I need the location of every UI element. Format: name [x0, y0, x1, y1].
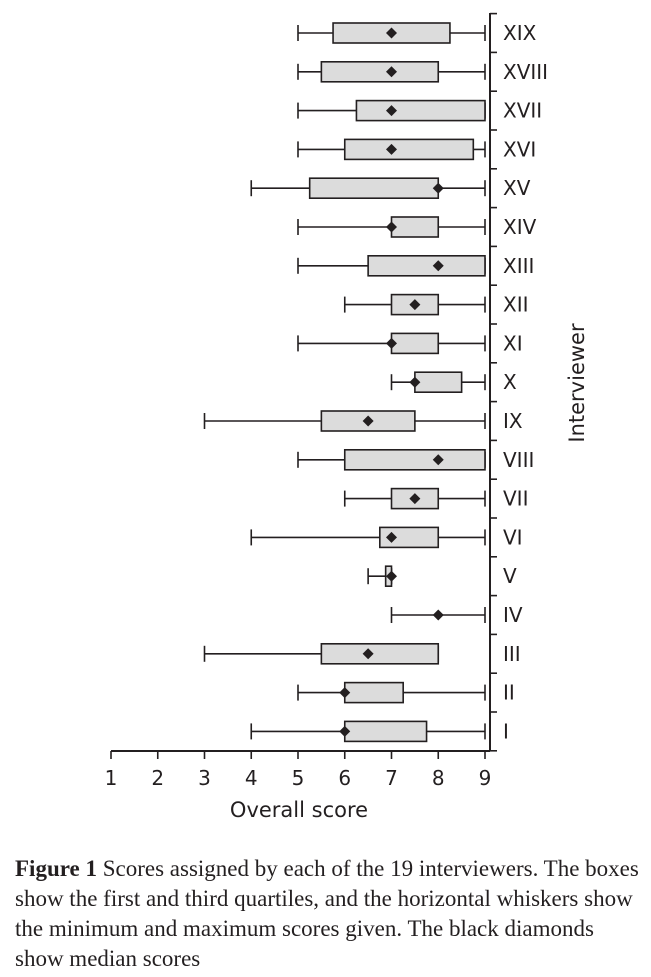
median-diamond [409, 376, 421, 388]
median-diamond [362, 648, 374, 660]
box-group-xix [297, 22, 486, 44]
x-axis-title: Overall score [230, 798, 368, 822]
x-tick-label: 5 [292, 766, 305, 790]
box-group-xii [343, 293, 486, 316]
median-diamond [432, 609, 444, 621]
box-group-i [250, 720, 486, 743]
y-tick-label: XVII [503, 99, 542, 123]
box-group-xiii [297, 255, 486, 277]
median-diamond [386, 66, 397, 78]
quartile-box [320, 60, 440, 83]
quartile-box [308, 177, 440, 199]
median-diamond [432, 260, 444, 272]
box-group-ii [297, 681, 486, 704]
box-group-vii [343, 487, 486, 510]
y-axis-title: Interviewer [565, 323, 589, 443]
median-diamond [339, 687, 351, 699]
figure-label: Figure 1 [15, 856, 97, 881]
median-diamond [386, 105, 397, 117]
box-group-xvii [297, 99, 486, 122]
box-group-iv [390, 607, 486, 623]
median-diamond [386, 531, 397, 543]
box-group-viii [297, 448, 486, 471]
y-tick-label: XII [503, 293, 529, 317]
y-tick-label: VIII [503, 448, 534, 472]
quartile-box [414, 371, 463, 394]
y-tick-label: VII [503, 487, 528, 511]
y-tick-label: XIV [503, 215, 537, 239]
y-tick-label: XV [503, 176, 531, 200]
x-tick-label: 3 [198, 766, 211, 790]
median-diamond [386, 221, 397, 233]
quartile-box [343, 681, 404, 704]
box-group-xv [250, 177, 486, 199]
y-tick-label: XI [503, 331, 523, 355]
median-diamond [386, 143, 397, 155]
y-tick-label: XVI [503, 137, 536, 161]
y-tick-label: XIX [503, 21, 537, 45]
y-tick-label: V [503, 564, 517, 588]
median-diamond [339, 725, 351, 737]
y-tick-label: III [503, 642, 521, 666]
median-diamond [409, 493, 421, 505]
box-group-vi [250, 526, 486, 549]
median-diamond [362, 415, 374, 427]
box-group-xviii [297, 60, 486, 83]
median-diamond [432, 182, 444, 194]
y-tick-label: II [503, 681, 515, 705]
y-tick-label: IX [503, 409, 523, 433]
median-diamond [386, 27, 397, 39]
x-tick-label: 6 [338, 766, 351, 790]
median-diamond [386, 337, 397, 349]
y-tick-label: XVIII [503, 60, 548, 84]
quartile-box [390, 216, 440, 238]
quartile-box [355, 99, 486, 122]
y-tick-label: I [503, 719, 509, 743]
quartile-box [343, 448, 486, 471]
quartile-box [343, 138, 475, 161]
median-diamond [432, 454, 444, 466]
median-diamond [409, 299, 421, 311]
quartile-box [390, 332, 440, 355]
box-group-xiv [297, 216, 486, 238]
box-group-xi [297, 332, 486, 355]
x-tick-label: 4 [245, 766, 258, 790]
x-tick-label: 8 [432, 766, 445, 790]
x-axis-ticks: 1 2 3 4 5 6 7 8 9 [105, 751, 492, 790]
plot-area [203, 22, 486, 743]
box-group-x [390, 371, 486, 394]
quartile-box [379, 526, 440, 549]
x-tick-label: 1 [105, 766, 118, 790]
figure-caption: Figure 1 Scores assigned by each of the … [15, 854, 645, 974]
box-group-xvi [297, 138, 486, 161]
box-group-v [367, 565, 397, 588]
quartile-box [320, 642, 440, 665]
x-tick-label: 2 [151, 766, 164, 790]
y-tick-label: X [503, 370, 517, 394]
y-tick-label: VI [503, 525, 523, 549]
y-axis-ticks: XIXXVIIIXVIIXVIXVXIVXIIIXIIXIXIXVIIIVIIV… [490, 12, 548, 752]
quartile-box [343, 720, 428, 743]
y-tick-label: XIII [503, 254, 534, 278]
caption-text: Scores assigned by each of the 19 interv… [15, 856, 639, 971]
box-group-iii [203, 642, 440, 665]
box-group-ix [203, 410, 486, 432]
x-tick-label: 9 [479, 766, 492, 790]
median-diamond [386, 570, 397, 582]
quartile-box [367, 255, 486, 277]
x-tick-label: 7 [385, 766, 398, 790]
y-tick-label: IV [503, 603, 523, 627]
